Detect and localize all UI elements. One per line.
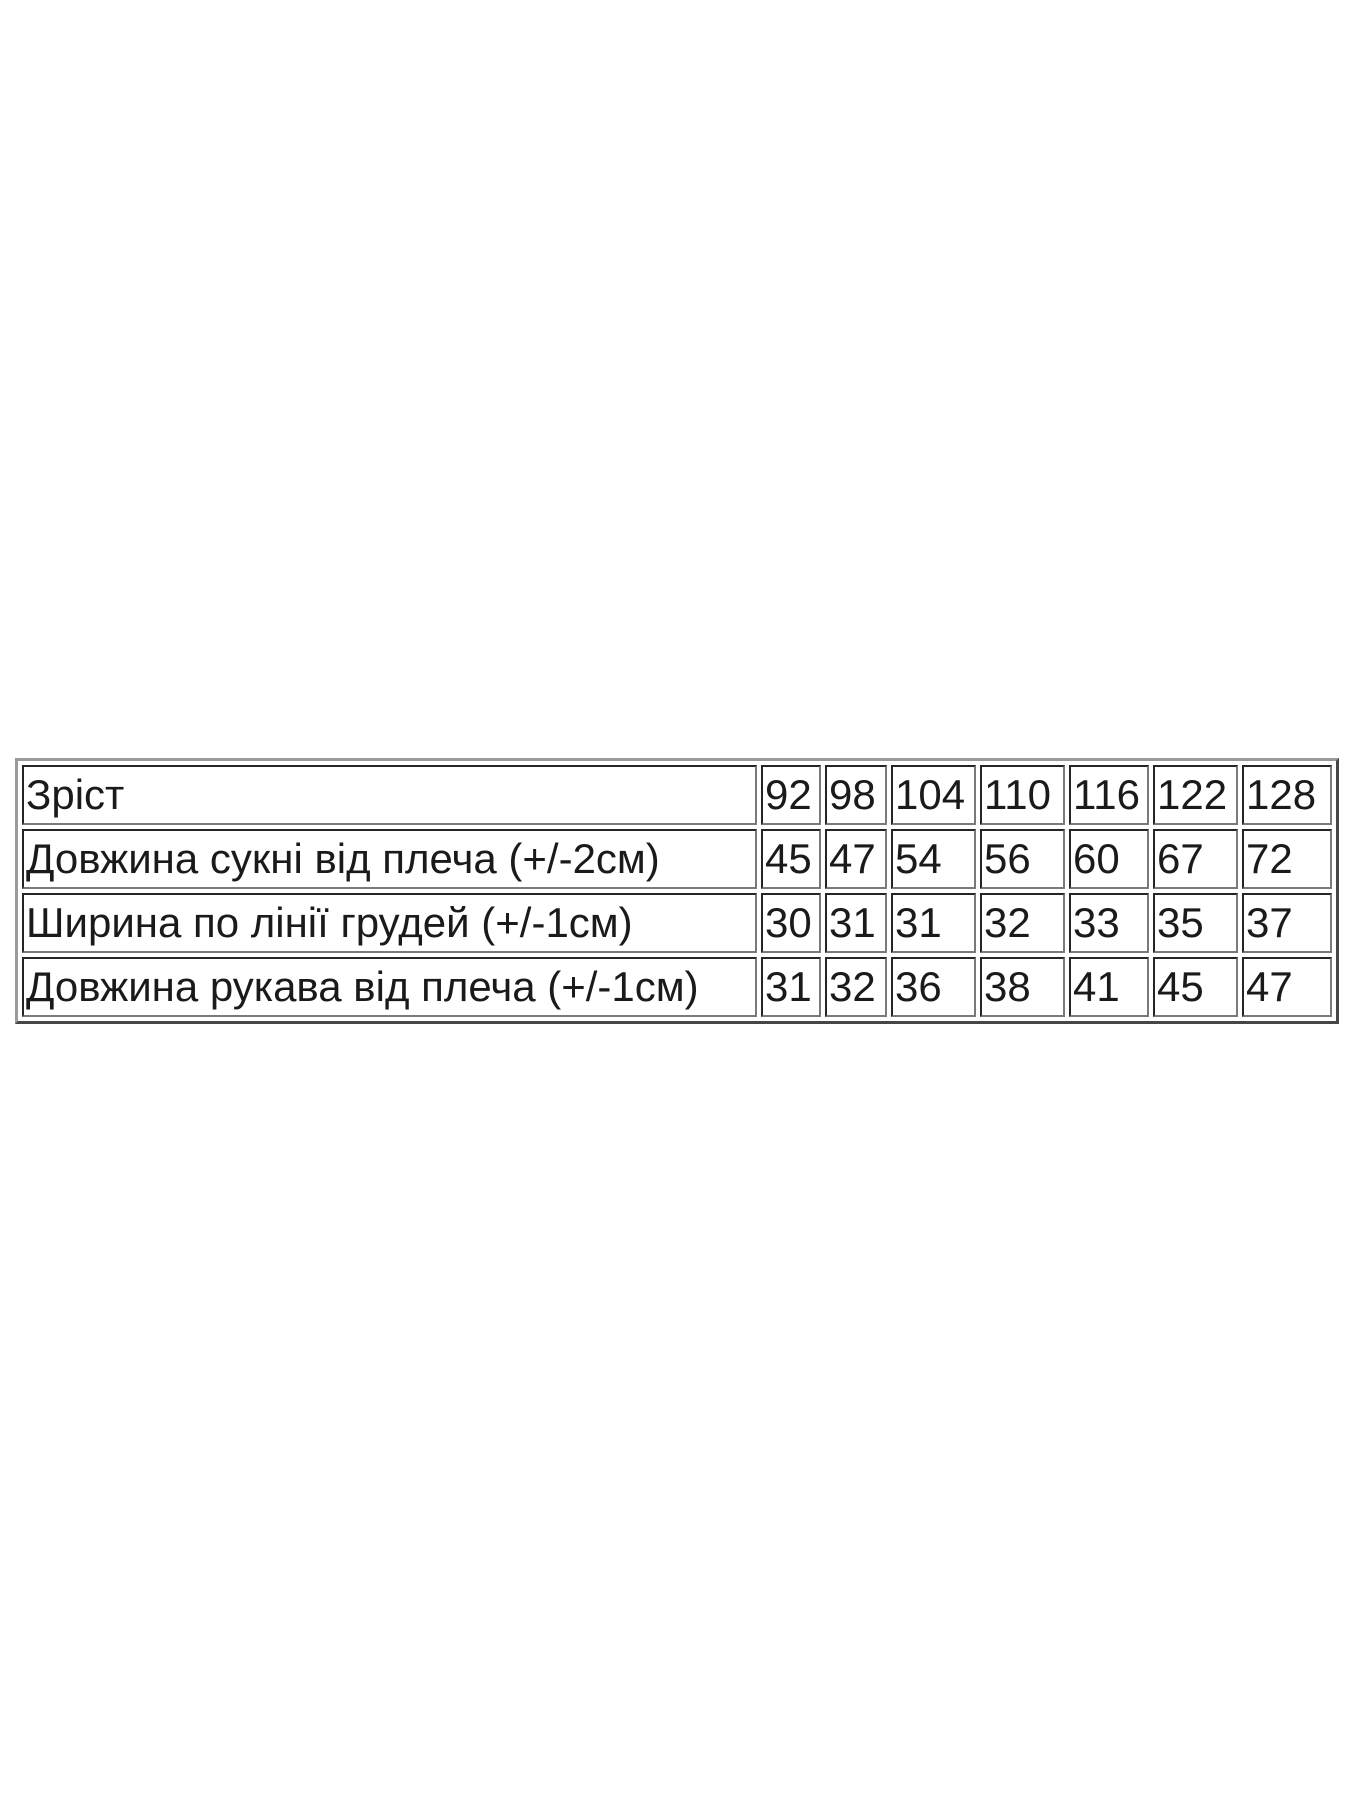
table-cell: 31: [825, 893, 887, 953]
table-cell: 47: [825, 829, 887, 889]
height-header-row: Зріст 92 98 104 110 116 122 128: [22, 765, 1332, 825]
table-cell: 36: [891, 957, 976, 1017]
table-cell: 31: [891, 893, 976, 953]
table-cell: 30: [761, 893, 821, 953]
row-label: Довжина сукні від плеча (+/-2см): [22, 829, 757, 889]
table-cell: 72: [1242, 829, 1332, 889]
table-row: Довжина рукава від плеча (+/-1см) 31 32 36 3…: [22, 957, 1332, 1017]
table-cell: 31: [761, 957, 821, 1017]
table-cell: 35: [1153, 893, 1238, 953]
table-cell: 54: [891, 829, 976, 889]
table-cell: 32: [980, 893, 1065, 953]
table-cell: 38: [980, 957, 1065, 1017]
table-cell: 98: [825, 765, 887, 825]
row-label: Зріст: [22, 765, 757, 825]
table-cell: 110: [980, 765, 1065, 825]
table-cell: 41: [1069, 957, 1149, 1017]
table-cell: 33: [1069, 893, 1149, 953]
table-cell: 45: [1153, 957, 1238, 1017]
table-cell: 37: [1242, 893, 1332, 953]
table-cell: 122: [1153, 765, 1238, 825]
table-cell: 32: [825, 957, 887, 1017]
table-cell: 56: [980, 829, 1065, 889]
table-cell: 60: [1069, 829, 1149, 889]
table-cell: 104: [891, 765, 976, 825]
table-row: Ширина по лінії грудей (+/-1см) 30 31 31 32 3…: [22, 893, 1332, 953]
table-row: Довжина сукні від плеча (+/-2см) 45 47 54 56…: [22, 829, 1332, 889]
table-cell: 47: [1242, 957, 1332, 1017]
table-cell: 92: [761, 765, 821, 825]
table-cell: 67: [1153, 829, 1238, 889]
table-cell: 128: [1242, 765, 1332, 825]
table-cell: 45: [761, 829, 821, 889]
table-cell: 116: [1069, 765, 1149, 825]
row-label: Ширина по лінії грудей (+/-1см): [22, 893, 757, 953]
row-label: Довжина рукава від плеча (+/-1см): [22, 957, 757, 1017]
size-table: Зріст 92 98 104 110 116 122 128 Довжина сукні ві…: [15, 758, 1339, 1024]
